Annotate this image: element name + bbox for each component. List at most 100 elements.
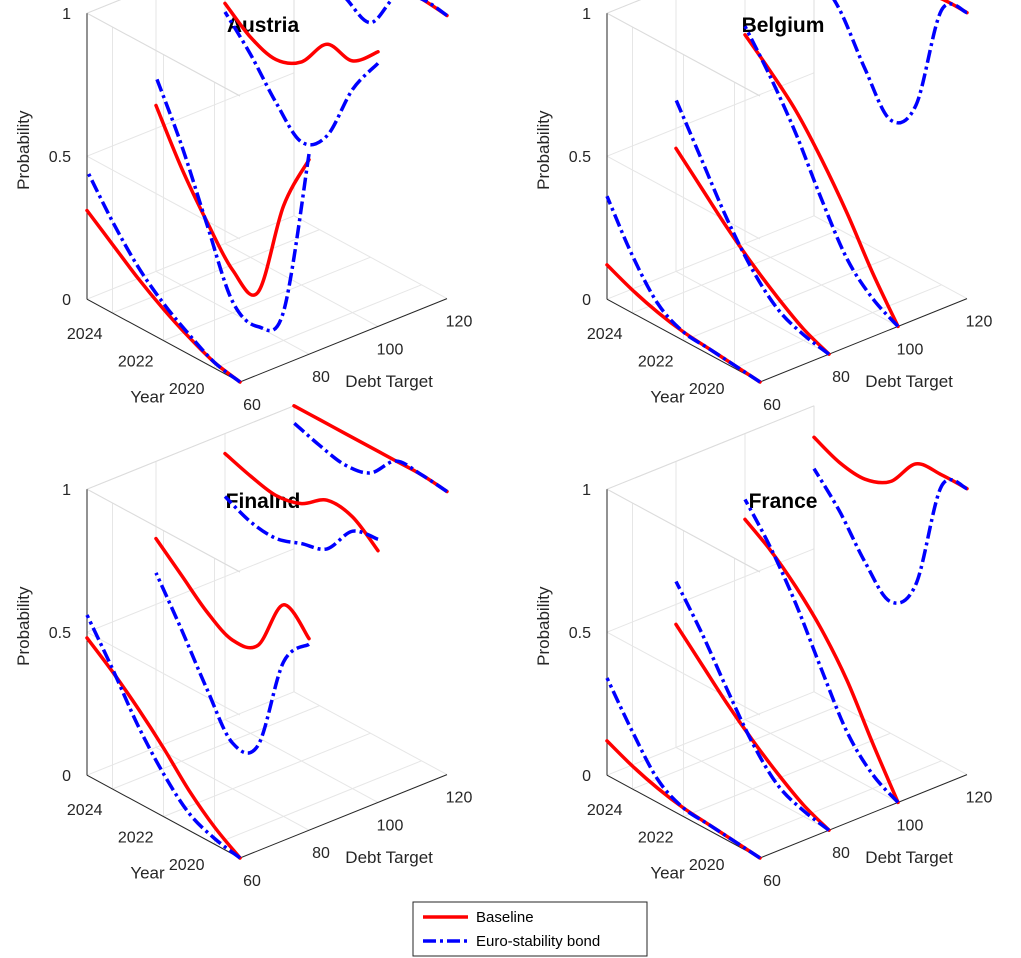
legend-box (412, 901, 648, 957)
y-tick-label: 2024 (587, 802, 623, 819)
x-tick-label: 120 (446, 314, 473, 331)
grid-line (606, 691, 815, 776)
grid-line (293, 691, 448, 776)
y-axis-line (606, 774, 761, 859)
grid-line (163, 256, 371, 342)
x-tick-label: 100 (377, 341, 404, 358)
grid-line (86, 631, 241, 716)
z-axis-label: Probability (534, 110, 553, 190)
x-tick-label: 60 (763, 397, 781, 414)
x-axis-label: Debt Target (865, 372, 953, 391)
y-axis-label: Year (650, 388, 685, 407)
y-axis-label: Year (650, 864, 685, 883)
y-tick-label: 2022 (638, 830, 674, 847)
grid-line (606, 548, 815, 633)
y-axis-line (606, 298, 761, 383)
series-line-baseline-80 (674, 622, 831, 832)
y-tick-label: 2020 (689, 857, 725, 874)
x-tick-label: 100 (897, 817, 924, 834)
panel-austria: 60 80 100 120 2020 2022 2024 0 0.5 1 Debt Target Ye… (14, 0, 472, 414)
x-tick-label: 60 (243, 873, 261, 890)
series-line-euro-stability-bond-60 (85, 614, 242, 860)
z-tick-label: 0.5 (49, 625, 71, 642)
y-tick-label: 2024 (67, 326, 103, 343)
series-line-euro-stability-bond-80 (674, 580, 831, 832)
legend-label-baseline: Baseline (476, 909, 534, 926)
y-tick-label: 2020 (689, 381, 725, 398)
series-line-baseline-100 (223, 1, 380, 66)
z-tick-label: 0 (582, 768, 591, 785)
y-tick-label: 2024 (67, 802, 103, 819)
grid-line (86, 72, 295, 157)
grid-line (606, 215, 815, 300)
grid-line (606, 631, 761, 716)
grid-line (734, 284, 942, 369)
grid-line (86, 215, 295, 300)
z-tick-label: 0 (582, 292, 591, 309)
y-axis-line (86, 774, 241, 859)
x-axis-label: Debt Target (345, 372, 433, 391)
x-tick-label: 120 (966, 790, 993, 807)
series-line-euro-stability-bond-100 (743, 25, 900, 328)
series-line-euro-stability-bond-100 (223, 495, 379, 552)
x-tick-label: 100 (897, 341, 924, 358)
panel-title: Belgium (742, 14, 825, 37)
series-line-euro-stability-bond-80 (154, 76, 311, 333)
grid-line (112, 705, 320, 790)
z-tick-label: 1 (582, 482, 591, 499)
y-tick-label: 2020 (169, 381, 205, 398)
x-axis-label: Debt Target (865, 848, 953, 867)
panel-france: 60 80 100 120 2020 2022 2024 0 0.5 1 Debt Target Ye… (534, 405, 993, 890)
z-axis-label: Probability (534, 586, 553, 666)
grid-line (606, 155, 761, 240)
grid-line (683, 256, 891, 342)
z-axis-label: Probability (14, 110, 33, 190)
grid-line (214, 284, 422, 369)
grid-line (112, 229, 320, 314)
y-tick-label: 2022 (638, 354, 674, 371)
series-line-euro-stability-bond-120 (832, 0, 968, 125)
y-tick-label: 2022 (118, 830, 154, 847)
y-tick-label: 2024 (587, 326, 623, 343)
series-line-euro-stability-bond-100 (223, 10, 380, 147)
box-edge (606, 405, 815, 490)
series-line-euro-stability-bond-60 (605, 677, 761, 860)
panel-title: France (749, 490, 818, 513)
z-tick-label: 0 (62, 292, 71, 309)
series-line-baseline-100 (223, 451, 380, 553)
series-line-baseline-60 (85, 636, 242, 860)
grid-line (214, 760, 422, 845)
z-tick-label: 1 (62, 482, 71, 499)
y-tick-label: 2022 (118, 354, 154, 371)
grid-line (163, 732, 371, 818)
y-axis-label: Year (130, 388, 165, 407)
x-tick-label: 60 (243, 397, 261, 414)
z-tick-label: 1 (62, 6, 71, 23)
panel-title: Finalnd (226, 490, 301, 513)
x-tick-label: 80 (832, 369, 850, 386)
x-tick-label: 100 (377, 817, 404, 834)
z-tick-label: 0.5 (49, 149, 71, 166)
x-tick-label: 80 (312, 845, 330, 862)
box-edge (606, 0, 642, 14)
x-tick-label: 120 (446, 790, 473, 807)
z-tick-label: 0.5 (569, 149, 591, 166)
series-line-euro-stability-bond-80 (154, 572, 310, 755)
x-axis-line (239, 298, 448, 383)
legend: Baseline Euro-stability bond (412, 901, 648, 957)
grid-line (86, 0, 122, 14)
grid-line (734, 760, 942, 845)
y-axis-line (86, 298, 241, 383)
series-line-euro-stability-bond-120 (344, 0, 449, 25)
series-line-euro-stability-bond-80 (674, 99, 831, 356)
grid-line (683, 732, 891, 818)
grid-line (86, 691, 295, 776)
series-line-euro-stability-bond-100 (743, 498, 900, 804)
y-axis-label: Year (130, 864, 165, 883)
z-axis-label: Probability (14, 586, 33, 666)
series-line-euro-stability-bond-120 (292, 421, 448, 493)
grid-line (606, 72, 815, 157)
series-line-baseline-120 (292, 404, 449, 494)
